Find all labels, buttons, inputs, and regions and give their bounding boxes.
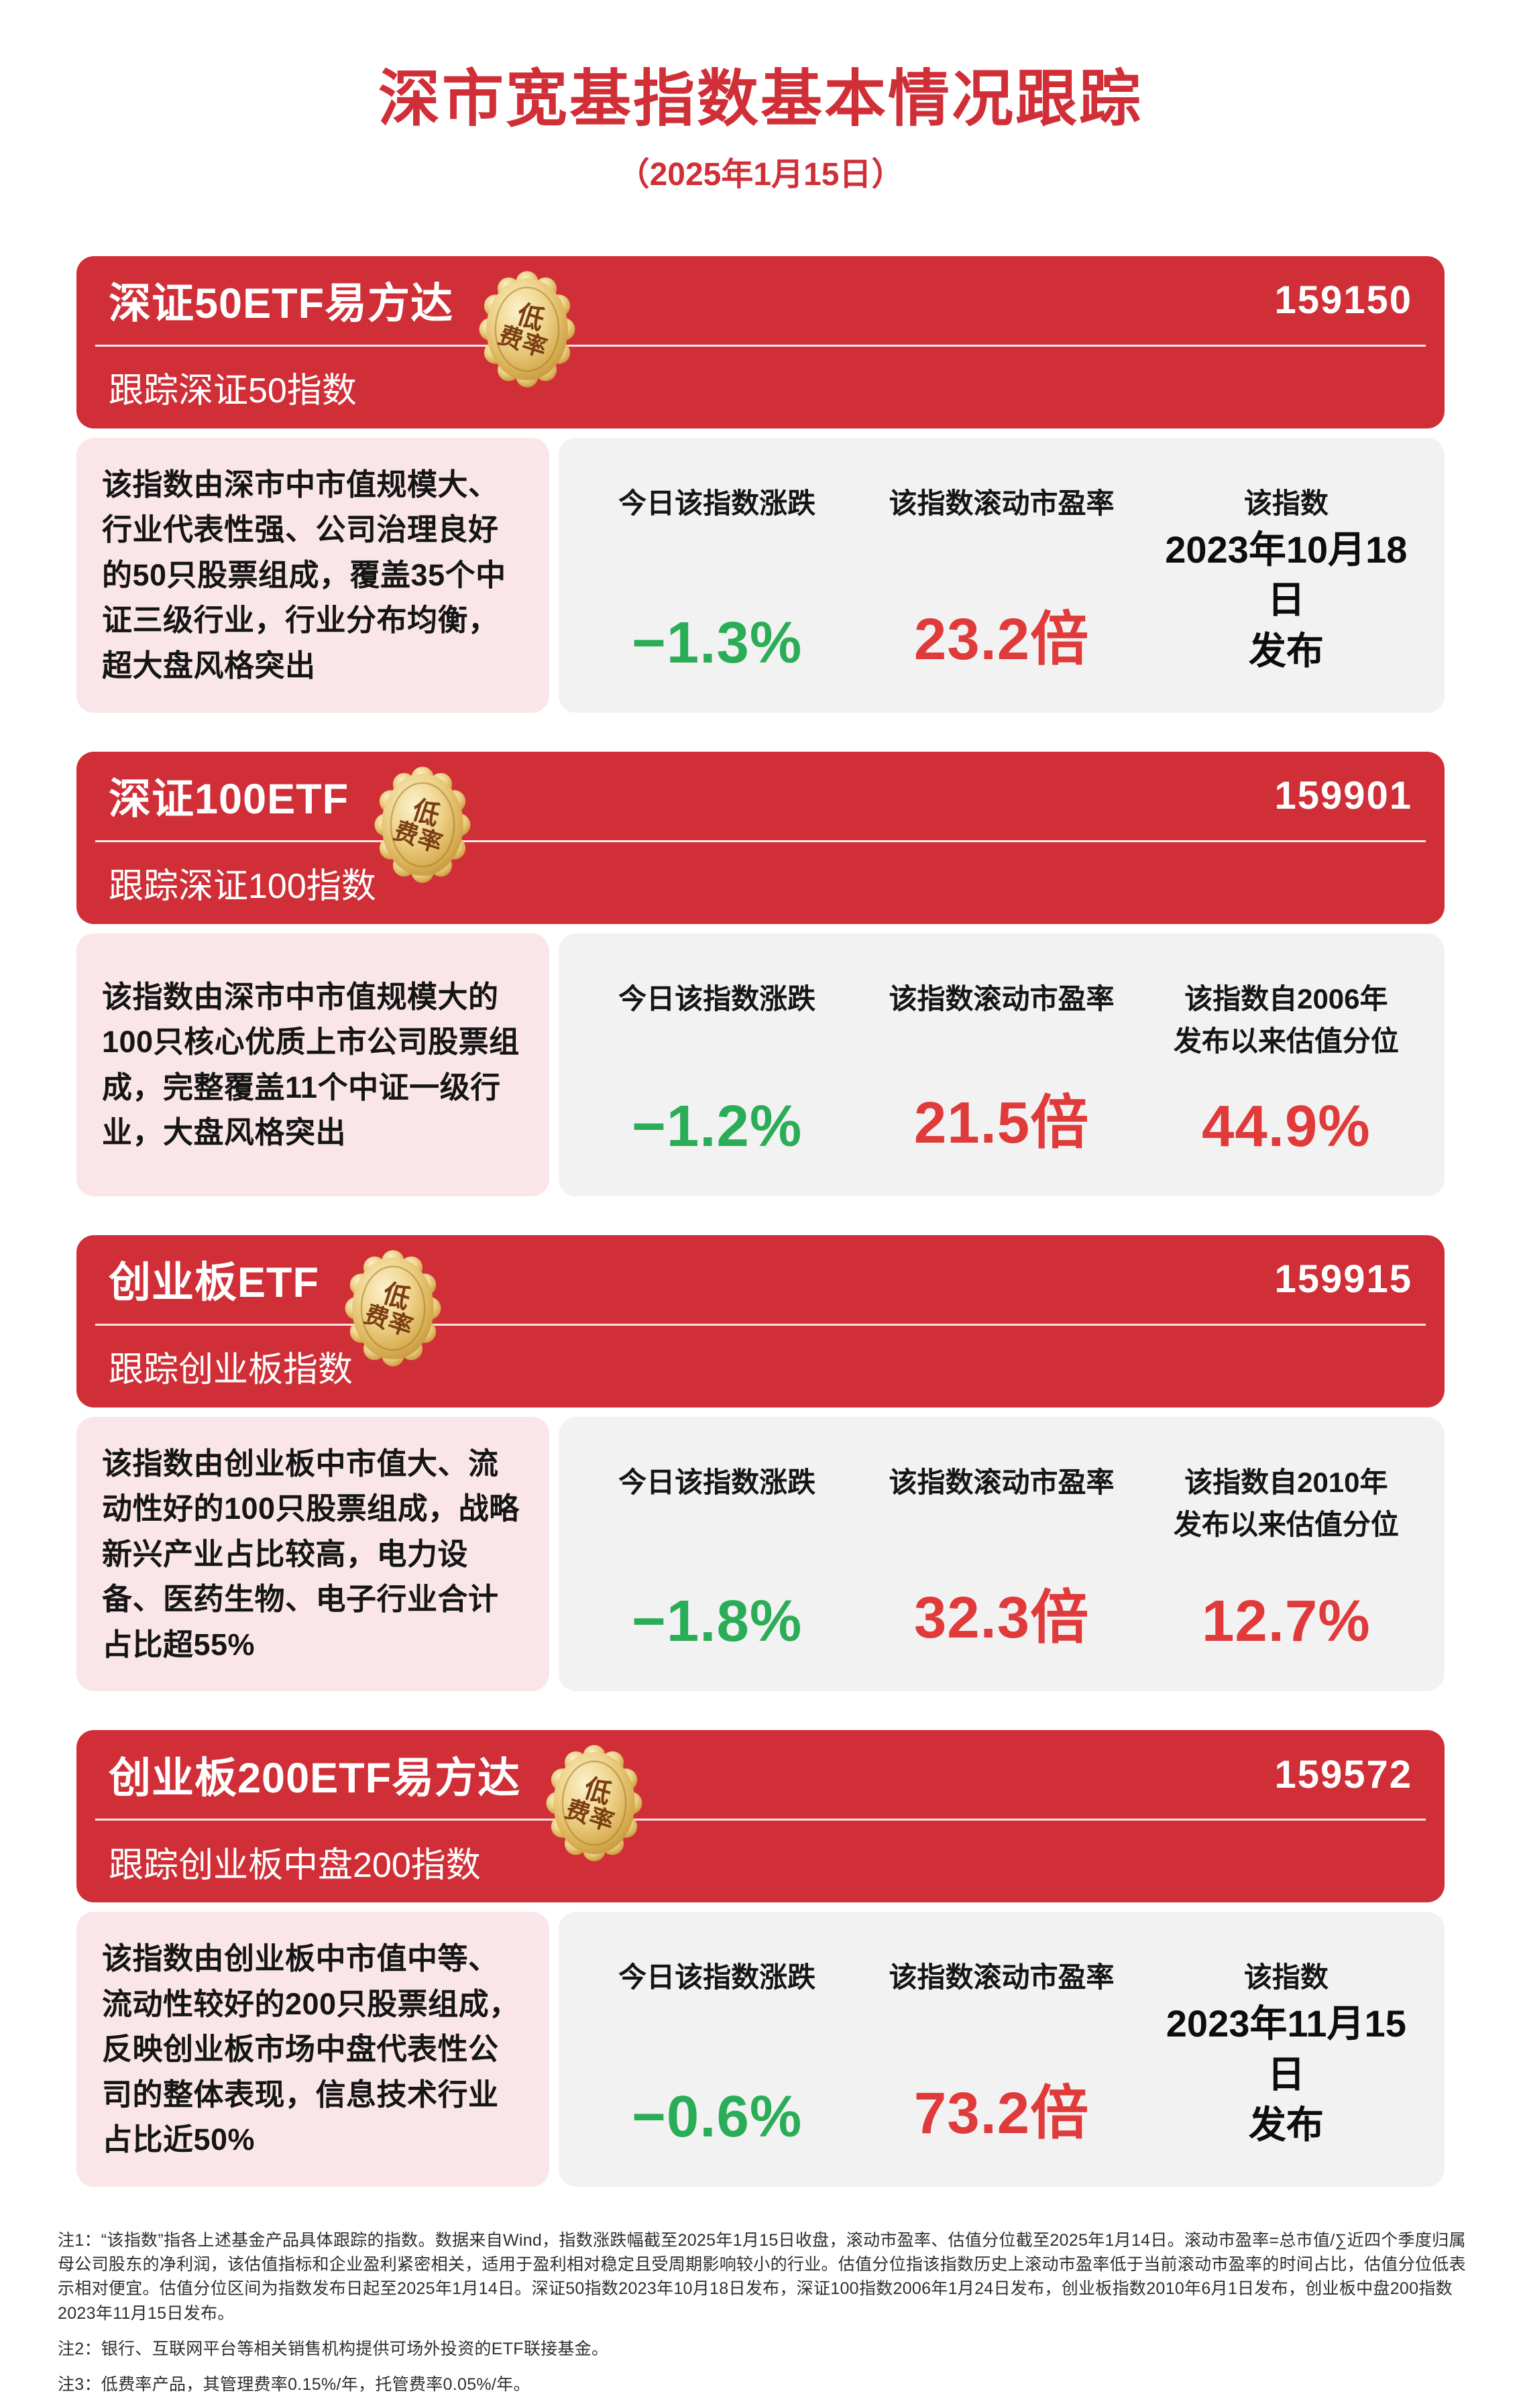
stat-value: 23.2倍	[913, 606, 1090, 672]
low-fee-seal-icon: 低 费率	[543, 1741, 645, 1866]
card-header-top: 深证50ETF易方达	[109, 256, 1412, 388]
stat-value: 12.7%	[1201, 1589, 1371, 1654]
stat-label: 该指数滚动市盈率	[889, 1466, 1115, 1498]
stats-panel: 今日该指数涨跌 −0.6% 该指数滚动市盈率 73.2倍 该指数 2023年11…	[559, 1912, 1445, 2187]
stat-value: 2023年11月15日 发布	[1166, 2002, 1406, 2146]
card-header: 创业板ETF	[76, 1235, 1445, 1408]
stat-label: 该指数	[1243, 487, 1329, 519]
page-header: 深市宽基指数基本情况跟踪 （2025年1月15日）	[0, 0, 1521, 194]
card-body: 该指数由创业板中市值大、流动性好的100只股票组成，战略新兴产业占比较高，电力设…	[76, 1416, 1445, 1692]
stats-panel: 今日该指数涨跌 −1.8% 该指数滚动市盈率 32.3倍 该指数自2010年 发…	[559, 1416, 1445, 1692]
stat-value: 73.2倍	[913, 2080, 1090, 2146]
stat-valuation-percentile: 该指数自2006年 发布以来估值分位 44.9%	[1144, 978, 1428, 1163]
stat-value: 44.9%	[1201, 1093, 1371, 1159]
etf-name: 深证100ETF	[109, 776, 349, 823]
etf-card-159901: 深证100ETF	[76, 751, 1445, 1196]
card-body: 该指数由深市中市值规模大的100只核心优质上市公司股票组成，完整覆盖11个中证一…	[76, 933, 1445, 1196]
tracking-index-label: 跟踪创业板指数	[109, 1351, 353, 1390]
index-description: 该指数由深市中市值规模大的100只核心优质上市公司股票组成，完整覆盖11个中证一…	[76, 933, 549, 1196]
stats-panel: 今日该指数涨跌 −1.2% 该指数滚动市盈率 21.5倍 该指数自2006年 发…	[559, 933, 1445, 1196]
divider	[95, 840, 1426, 842]
index-description: 该指数由创业板中市值中等、流动性较好的200只股票组成，反映创业板市场中盘代表性…	[76, 1912, 549, 2187]
stat-valuation-percentile: 该指数自2010年 发布以来估值分位 12.7%	[1144, 1461, 1428, 1658]
stat-value: 32.3倍	[913, 1585, 1090, 1651]
index-description: 该指数由深市中市值规模大、行业代表性强、公司治理良好的50只股票组成，覆盖35个…	[76, 437, 549, 713]
stat-label: 今日该指数涨跌	[618, 1961, 816, 1994]
stat-launch-info: 该指数 2023年10月18日 发布	[1144, 482, 1428, 679]
stat-label: 今日该指数涨跌	[618, 1466, 816, 1498]
stat-value: −1.2%	[632, 1093, 803, 1159]
low-fee-seal-icon: 低 费率	[476, 267, 578, 392]
stat-value: 2023年10月18日 发布	[1165, 528, 1408, 672]
tracking-index-label: 跟踪创业板中盘200指数	[109, 1845, 481, 1885]
index-description: 该指数由创业板中市值大、流动性好的100只股票组成，战略新兴产业占比较高，电力设…	[76, 1416, 549, 1692]
stat-value: −1.3%	[632, 610, 803, 675]
etf-code: 159915	[1274, 1257, 1412, 1302]
stat-label: 该指数自2010年 发布以来估值分位	[1173, 1466, 1399, 1540]
card-header-top: 创业板ETF	[109, 1235, 1412, 1367]
card-body: 该指数由创业板中市值中等、流动性较好的200只股票组成，反映创业板市场中盘代表性…	[76, 1912, 1445, 2187]
stat-daily-change: 今日该指数涨跌 −0.6%	[575, 1956, 859, 2153]
stat-value: −1.8%	[632, 1589, 803, 1654]
stat-label: 该指数滚动市盈率	[889, 982, 1115, 1015]
card-header: 创业板200ETF易方达	[76, 1730, 1445, 1903]
card-body: 该指数由深市中市值规模大、行业代表性强、公司治理良好的50只股票组成，覆盖35个…	[76, 437, 1445, 713]
stat-daily-change: 今日该指数涨跌 −1.3%	[575, 482, 859, 679]
stat-pe-ratio: 该指数滚动市盈率 73.2倍	[859, 1956, 1143, 2153]
etf-code: 159150	[1274, 278, 1412, 323]
tracking-index-label: 跟踪深证100指数	[109, 867, 376, 907]
stat-label: 该指数自2006年 发布以来估值分位	[1173, 982, 1399, 1057]
stats-panel: 今日该指数涨跌 −1.3% 该指数滚动市盈率 23.2倍 该指数 2023年10…	[559, 437, 1445, 713]
stat-value: 21.5倍	[913, 1090, 1090, 1155]
etf-name: 深证50ETF易方达	[109, 280, 454, 328]
divider	[95, 1819, 1426, 1821]
card-header: 深证50ETF易方达	[76, 255, 1445, 428]
etf-code: 159901	[1274, 774, 1412, 818]
stat-label: 该指数滚动市盈率	[889, 1961, 1115, 1994]
stat-label: 今日该指数涨跌	[618, 982, 816, 1015]
footnote-3: 注3：低费率产品，其管理费率0.15%/年，托管费率0.05%/年。	[58, 2375, 530, 2395]
page-date: （2025年1月15日）	[617, 156, 904, 192]
card-header: 深证100ETF	[76, 751, 1445, 924]
footnote-1: 注1：“该指数”指各上述基金产品具体跟踪的指数。数据来自Wind，指数涨跌幅截至…	[58, 2230, 1466, 2323]
footnote-2: 注2：银行、互联网平台等相关销售机构提供可场外投资的ETF联接基金。	[58, 2339, 609, 2358]
low-fee-seal-icon: 低 费率	[372, 762, 473, 887]
stat-label: 该指数滚动市盈率	[889, 487, 1115, 519]
etf-code: 159572	[1274, 1752, 1412, 1796]
card-header-top: 创业板200ETF易方达	[109, 1730, 1412, 1861]
stat-daily-change: 今日该指数涨跌 −1.8%	[575, 1461, 859, 1658]
etf-card-159150: 深证50ETF易方达	[76, 255, 1445, 713]
etf-card-159915: 创业板ETF	[76, 1235, 1445, 1692]
stat-daily-change: 今日该指数涨跌 −1.2%	[575, 978, 859, 1163]
stat-value: −0.6%	[632, 2083, 803, 2149]
divider	[95, 344, 1426, 347]
card-header-top: 深证100ETF	[109, 752, 1412, 883]
footnotes: 注1：“该指数”指各上述基金产品具体跟踪的指数。数据来自Wind，指数涨跌幅截至…	[58, 2228, 1466, 2408]
divider	[95, 1323, 1426, 1326]
etf-name: 创业板ETF	[109, 1259, 319, 1307]
stat-pe-ratio: 该指数滚动市盈率 21.5倍	[859, 978, 1143, 1163]
stat-launch-info: 该指数 2023年11月15日 发布	[1144, 1956, 1428, 2153]
tracking-index-label: 跟踪深证50指数	[109, 371, 357, 411]
stat-pe-ratio: 该指数滚动市盈率 23.2倍	[859, 482, 1143, 679]
page-title: 深市宽基指数基本情况跟踪	[378, 65, 1143, 133]
etf-card-159572: 创业板200ETF易方达	[76, 1730, 1445, 2187]
stat-label: 该指数	[1243, 1961, 1329, 1994]
etf-name: 创业板200ETF易方达	[109, 1754, 521, 1802]
stat-label: 今日该指数涨跌	[618, 487, 816, 519]
low-fee-seal-icon: 低 费率	[342, 1246, 444, 1371]
etf-card-list: 深证50ETF易方达	[76, 255, 1445, 2187]
stat-pe-ratio: 该指数滚动市盈率 32.3倍	[859, 1461, 1143, 1658]
